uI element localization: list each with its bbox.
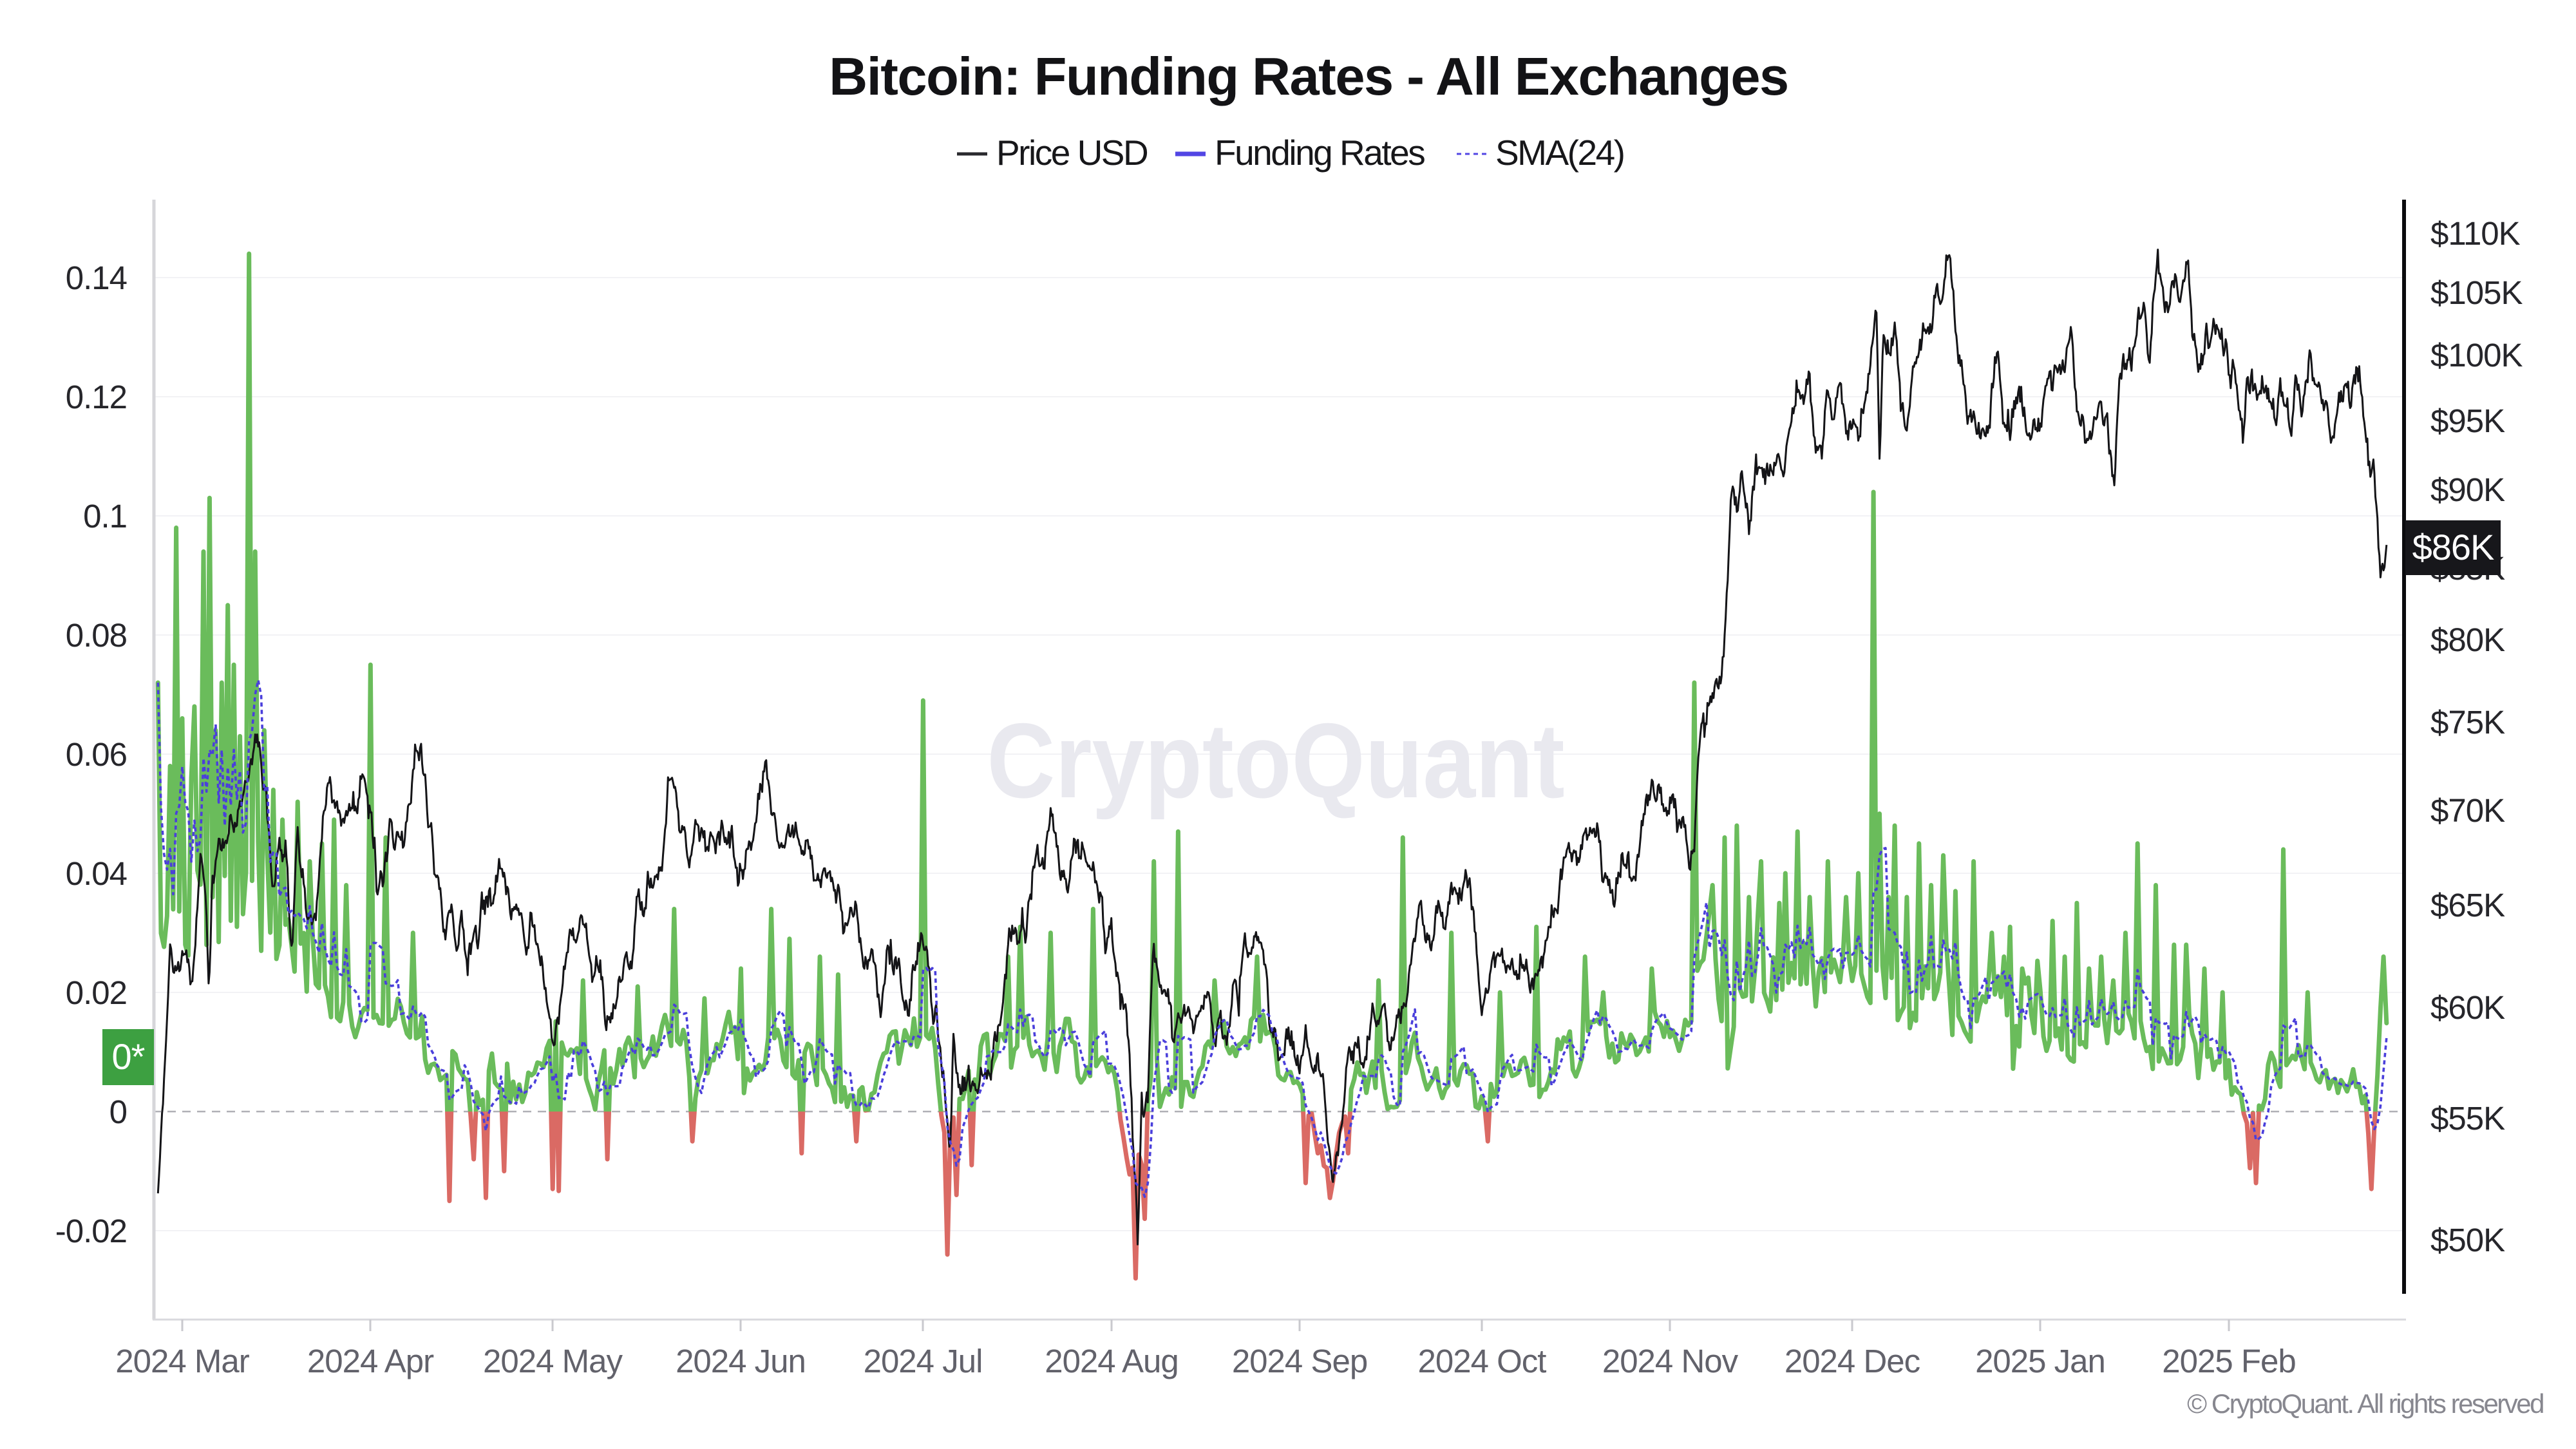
svg-text:$55K: $55K — [2430, 1100, 2505, 1137]
svg-text:Price USD: Price USD — [996, 133, 1148, 173]
svg-text:$95K: $95K — [2430, 402, 2505, 439]
svg-text:2024 May: 2024 May — [483, 1343, 623, 1379]
svg-text:2024 Apr: 2024 Apr — [307, 1343, 434, 1379]
svg-text:2024 Sep: 2024 Sep — [1232, 1343, 1367, 1379]
svg-text:$80K: $80K — [2430, 621, 2505, 658]
svg-text:$70K: $70K — [2430, 792, 2505, 829]
svg-text:2025 Feb: 2025 Feb — [2162, 1343, 2296, 1379]
svg-text:2024 Oct: 2024 Oct — [1418, 1343, 1547, 1379]
svg-text:CryptoQuant: CryptoQuant — [987, 702, 1564, 820]
svg-text:2024 Jun: 2024 Jun — [676, 1343, 806, 1379]
svg-text:2024 Aug: 2024 Aug — [1045, 1343, 1179, 1379]
svg-text:2024 Mar: 2024 Mar — [115, 1343, 249, 1379]
svg-text:$86K: $86K — [2412, 527, 2494, 567]
svg-text:$105K: $105K — [2430, 274, 2523, 311]
svg-text:0.08: 0.08 — [66, 617, 127, 654]
svg-text:$75K: $75K — [2430, 704, 2505, 741]
svg-text:$100K: $100K — [2430, 337, 2523, 374]
svg-text:2025 Jan: 2025 Jan — [1975, 1343, 2105, 1379]
svg-text:2024 Jul: 2024 Jul — [864, 1343, 983, 1379]
svg-text:$65K: $65K — [2430, 887, 2505, 923]
svg-text:© CryptoQuant. All rights rese: © CryptoQuant. All rights reserved — [2187, 1388, 2543, 1419]
svg-text:0.14: 0.14 — [66, 260, 127, 296]
svg-text:$110K: $110K — [2430, 215, 2521, 252]
svg-text:SMA(24): SMA(24) — [1495, 133, 1624, 173]
svg-text:0.06: 0.06 — [66, 736, 127, 773]
svg-text:0.1: 0.1 — [83, 498, 127, 535]
svg-text:0*: 0* — [112, 1036, 145, 1077]
svg-text:2024 Nov: 2024 Nov — [1602, 1343, 1739, 1379]
svg-text:Bitcoin: Funding Rates - All E: Bitcoin: Funding Rates - All Exchanges — [829, 46, 1788, 106]
svg-text:$50K: $50K — [2430, 1222, 2505, 1258]
svg-text:0: 0 — [109, 1094, 127, 1130]
svg-text:$90K: $90K — [2430, 471, 2505, 508]
svg-text:-0.02: -0.02 — [55, 1213, 127, 1249]
svg-text:0.04: 0.04 — [66, 855, 127, 892]
svg-text:Funding Rates: Funding Rates — [1215, 133, 1425, 173]
svg-text:0.12: 0.12 — [66, 379, 127, 415]
svg-text:0.02: 0.02 — [66, 974, 127, 1011]
svg-text:2024 Dec: 2024 Dec — [1785, 1343, 1920, 1379]
svg-text:$60K: $60K — [2430, 989, 2505, 1026]
